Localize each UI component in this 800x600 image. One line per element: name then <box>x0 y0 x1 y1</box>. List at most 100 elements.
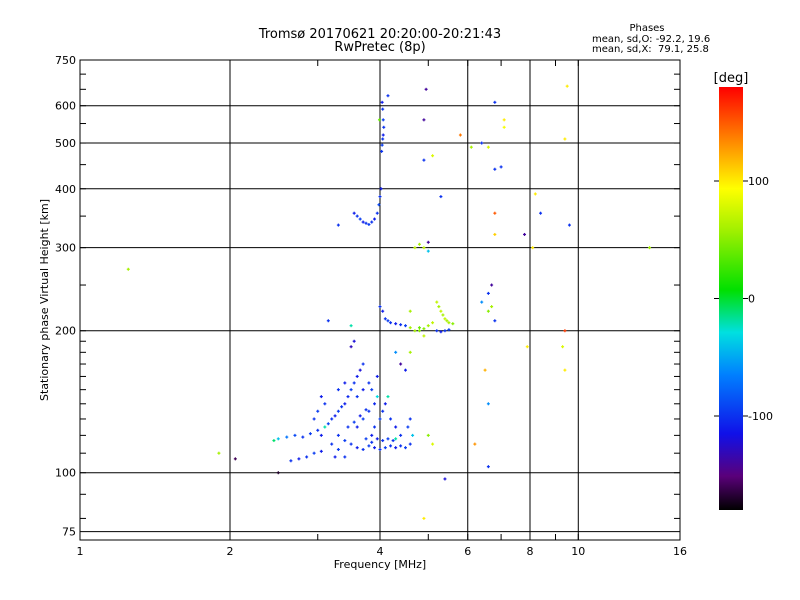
data-point <box>370 220 374 224</box>
data-point <box>305 455 309 459</box>
phases-heading: Phases <box>629 23 665 34</box>
data-point <box>422 158 426 162</box>
data-point <box>648 246 652 250</box>
data-point <box>330 442 334 446</box>
data-point <box>389 417 393 421</box>
data-point <box>480 141 484 145</box>
data-point <box>431 321 435 325</box>
data-point <box>493 319 497 323</box>
data-point <box>233 457 237 461</box>
data-point <box>561 345 565 349</box>
data-point <box>386 94 390 98</box>
data-point <box>380 149 384 153</box>
data-point <box>352 339 356 343</box>
data-point <box>486 465 490 469</box>
data-point <box>336 223 340 227</box>
data-point <box>381 107 385 111</box>
data-point <box>272 439 276 443</box>
data-point <box>352 211 356 215</box>
data-point <box>361 220 365 224</box>
data-point <box>426 240 430 244</box>
data-point <box>426 433 430 437</box>
data-point <box>493 100 497 104</box>
data-point <box>426 249 430 253</box>
data-point <box>285 435 289 439</box>
data-point <box>399 362 403 366</box>
data-point <box>312 417 316 421</box>
y-tick-label: 75 <box>62 526 76 539</box>
data-point <box>408 442 412 446</box>
data-point <box>375 395 379 399</box>
data-point <box>431 154 435 158</box>
x-tick-label: 10 <box>571 545 585 558</box>
data-point <box>330 417 334 421</box>
data-point <box>378 417 382 421</box>
x-tick-label: 16 <box>673 545 687 558</box>
data-point <box>379 187 383 191</box>
data-point <box>567 223 571 227</box>
data-point <box>361 362 365 366</box>
data-point <box>422 334 426 338</box>
data-point <box>380 100 384 104</box>
data-point <box>565 84 569 88</box>
data-point <box>301 435 305 439</box>
data-point <box>394 425 398 429</box>
data-point <box>563 368 567 372</box>
data-point <box>422 246 426 250</box>
data-point <box>352 381 356 385</box>
data-point <box>486 402 490 406</box>
data-point <box>417 242 421 246</box>
data-point <box>333 414 337 418</box>
data-point <box>343 402 347 406</box>
data-point <box>373 402 377 406</box>
data-point <box>539 211 543 215</box>
data-point <box>422 516 426 520</box>
data-point <box>381 133 385 137</box>
data-point <box>297 457 301 461</box>
data-point <box>381 137 385 141</box>
data-point <box>439 330 443 334</box>
data-point <box>394 446 398 450</box>
data-point <box>394 350 398 354</box>
data-point <box>531 246 535 250</box>
data-point <box>383 402 387 406</box>
data-point <box>391 439 395 443</box>
data-point <box>499 165 503 169</box>
data-point <box>340 405 344 409</box>
data-point <box>394 322 398 326</box>
x-tick-label: 4 <box>377 545 384 558</box>
data-point <box>375 374 379 378</box>
data-point <box>336 447 340 451</box>
data-point <box>413 329 417 333</box>
data-point <box>403 446 407 450</box>
data-point <box>380 143 384 147</box>
data-point <box>486 291 490 295</box>
data-point <box>480 300 484 304</box>
data-point <box>408 326 412 330</box>
y-tick-label: 100 <box>55 467 76 480</box>
data-point <box>523 232 527 236</box>
colorbar-tick-label: 0 <box>748 293 755 306</box>
data-point <box>358 217 362 221</box>
phases-o-line: mean, sd,O: -92.2, 19.6 <box>592 34 711 45</box>
data-point <box>483 368 487 372</box>
data-point <box>408 309 412 313</box>
data-point <box>447 321 451 325</box>
data-point <box>358 368 362 372</box>
data-point <box>308 432 312 436</box>
data-point <box>490 283 494 287</box>
data-point <box>435 329 439 333</box>
data-point <box>411 433 415 437</box>
data-point <box>276 437 280 441</box>
data-point <box>502 118 506 122</box>
data-point <box>493 232 497 236</box>
data-point <box>386 437 390 441</box>
data-point <box>352 420 356 424</box>
data-point <box>469 145 473 149</box>
data-point <box>276 471 280 475</box>
colorbar-label: [deg] <box>714 71 749 86</box>
data-point <box>399 433 403 437</box>
data-point <box>373 217 377 221</box>
colorbar-tick-label: -100 <box>748 410 773 423</box>
data-point <box>370 388 374 392</box>
